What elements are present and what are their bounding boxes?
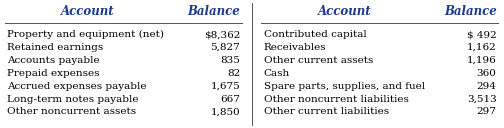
Text: $ 492: $ 492	[467, 30, 496, 39]
Text: Long-term notes payable: Long-term notes payable	[8, 94, 139, 104]
Text: 1,162: 1,162	[467, 43, 496, 52]
Text: Retained earnings: Retained earnings	[8, 43, 104, 52]
Text: Other noncurrent liabilities: Other noncurrent liabilities	[264, 94, 409, 104]
Text: Balance: Balance	[444, 5, 497, 18]
Text: 360: 360	[477, 69, 496, 78]
Text: 1,675: 1,675	[210, 82, 240, 91]
Text: Other noncurrent assets: Other noncurrent assets	[8, 107, 137, 116]
Text: 5,827: 5,827	[210, 43, 240, 52]
Text: Property and equipment (net): Property and equipment (net)	[8, 30, 164, 39]
Text: 667: 667	[220, 94, 240, 104]
Text: Accrued expenses payable: Accrued expenses payable	[8, 82, 147, 91]
Text: $8,362: $8,362	[204, 30, 240, 39]
Text: 294: 294	[477, 82, 496, 91]
Text: 82: 82	[227, 69, 240, 78]
Text: Cash: Cash	[264, 69, 290, 78]
Text: 835: 835	[220, 56, 240, 65]
Text: Receivables: Receivables	[264, 43, 327, 52]
Text: 1,850: 1,850	[210, 107, 240, 116]
Text: Contributed capital: Contributed capital	[264, 30, 366, 39]
Text: Account: Account	[318, 5, 371, 18]
Text: 297: 297	[477, 107, 496, 116]
Text: Prepaid expenses: Prepaid expenses	[8, 69, 100, 78]
Text: 1,196: 1,196	[467, 56, 496, 65]
Text: Accounts payable: Accounts payable	[8, 56, 100, 65]
Text: Other current assets: Other current assets	[264, 56, 373, 65]
Text: 3,513: 3,513	[467, 94, 496, 104]
Text: Spare parts, supplies, and fuel: Spare parts, supplies, and fuel	[264, 82, 425, 91]
Text: Balance: Balance	[187, 5, 240, 18]
Text: Account: Account	[61, 5, 115, 18]
Text: Other current liabilities: Other current liabilities	[264, 107, 389, 116]
